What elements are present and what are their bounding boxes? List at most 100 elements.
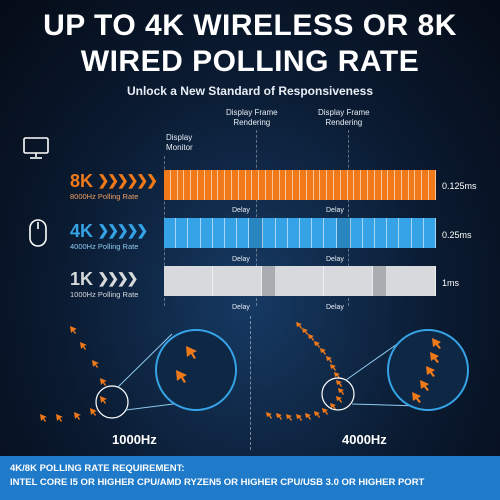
bar-segment: [188, 218, 201, 248]
bar-8k: [164, 170, 436, 200]
display-frame-label-1-line2: Rendering: [233, 118, 271, 127]
delay-label: Delay: [232, 207, 250, 214]
comparison-label-1000hz: 1000Hz: [112, 432, 157, 447]
bar-segment: [412, 218, 424, 248]
bar-segment: [225, 218, 238, 248]
bar-segment: [307, 170, 314, 200]
bar-segment: [213, 266, 262, 296]
bar-segment: [178, 170, 185, 200]
title-line-1: UP TO 4K WIRELESS OR 8K: [43, 9, 457, 42]
bar-segment: [373, 266, 388, 296]
row-1k-label: 1K ❯❯❯❯ 1000Hz Polling Rate: [70, 270, 138, 299]
bar-segment: [387, 266, 436, 296]
bar-segment: [334, 170, 341, 200]
bar-segment: [239, 170, 246, 200]
bar-segment: [273, 170, 280, 200]
bar-segment: [249, 218, 264, 248]
bar-segment: [336, 218, 351, 248]
bar-segment: [280, 170, 287, 200]
bar-segment: [368, 170, 375, 200]
bar-segment: [205, 170, 212, 200]
row-8k-rate: 0.125ms: [442, 181, 477, 191]
display-monitor-label-line1: Display: [166, 133, 193, 142]
bar-segment: [351, 218, 363, 248]
bar-segment: [341, 170, 348, 200]
mouse-icon: [28, 218, 48, 253]
monitor-icon: [22, 136, 50, 165]
bar-segment: [314, 170, 321, 200]
bar-segment: [225, 170, 232, 200]
delay-label: Delay: [326, 304, 344, 311]
bar-segment: [409, 170, 416, 200]
bar-segment: [395, 170, 402, 200]
bar-segment: [375, 170, 382, 200]
bar-segment: [218, 170, 226, 200]
row-4k-sub: 4000Hz Polling Rate: [70, 242, 139, 251]
bar-segment: [320, 170, 328, 200]
chevrons-icon: ❯❯❯❯❯: [97, 222, 148, 238]
delay-label: Delay: [232, 256, 250, 263]
bar-1k: [164, 266, 436, 296]
bar-segment: [263, 218, 276, 248]
bar-segment: [176, 218, 189, 248]
row-4k-big: 4K: [70, 221, 94, 241]
bar-segment: [424, 218, 436, 248]
bar-segment: [422, 170, 430, 200]
bar-segment: [324, 218, 337, 248]
bar-segment: [266, 170, 273, 200]
footer-line-2: INTEL CORE I5 OR HIGHER CPU/AMD RYZEN5 O…: [10, 477, 425, 488]
bar-segment: [293, 170, 300, 200]
row-1k-sub: 1000Hz Polling Rate: [70, 290, 139, 299]
delay-label: Delay: [232, 304, 250, 311]
display-monitor-label-line2: Monitor: [166, 143, 193, 152]
headline: UP TO 4K WIRELESS OR 8K WIRED POLLING RA…: [0, 8, 500, 80]
bar-segment: [171, 170, 178, 200]
bar-segment: [387, 218, 400, 248]
bar-segment: [259, 170, 266, 200]
bar-segment: [276, 266, 325, 296]
bar-segment: [324, 266, 374, 296]
row-1k-rate: 1ms: [442, 278, 460, 288]
bar-segment: [246, 170, 253, 200]
bar-segment: [361, 170, 368, 200]
bar-segment: [261, 266, 276, 296]
row-4k-rate: 0.25ms: [442, 230, 472, 240]
chevrons-icon: ❯❯❯❯: [97, 270, 138, 286]
cursor-arrows-right: [266, 322, 344, 421]
bar-segment: [300, 170, 307, 200]
bar-segment: [201, 218, 213, 248]
bar-segment: [300, 218, 313, 248]
bar-segment: [213, 218, 226, 248]
bar-segment: [363, 218, 376, 248]
bar-segment: [288, 218, 301, 248]
row-8k-big: 8K: [70, 171, 94, 191]
delay-label: Delay: [326, 207, 344, 214]
bar-segment: [415, 170, 423, 200]
bar-segment: [164, 266, 213, 296]
bar-segment: [286, 170, 294, 200]
bar-segment: [191, 170, 198, 200]
display-monitor-label: Display Monitor: [166, 133, 193, 153]
cursor-trail-illustration: [40, 322, 469, 422]
delay-label: Delay: [326, 256, 344, 263]
requirements-footer: 4K/8K POLLING RATE REQUIREMENT: INTEL CO…: [0, 456, 500, 500]
bar-segment: [164, 170, 171, 200]
cursor-arrows-left: [40, 326, 107, 422]
bar-segment: [276, 218, 288, 248]
bar-segment: [354, 170, 362, 200]
bar-segment: [164, 218, 177, 248]
bar-segment: [232, 170, 239, 200]
row-8k-sub: 8000Hz Polling Rate: [70, 192, 139, 201]
display-frame-label-2-line1: Display Frame: [318, 108, 370, 117]
comparison-label-4000hz: 4000Hz: [342, 432, 387, 447]
bar-segment: [198, 170, 205, 200]
comparison-divider: [250, 316, 251, 450]
display-frame-label-1-line1: Display Frame: [226, 108, 278, 117]
bar-segment: [429, 170, 436, 200]
bar-segment: [237, 218, 250, 248]
bar-segment: [252, 170, 260, 200]
bar-segment: [388, 170, 396, 200]
bar-segment: [399, 218, 412, 248]
row-8k-label: 8K ❯❯❯❯❯❯ 8000Hz Polling Rate: [70, 171, 158, 201]
bar-segment: [212, 170, 219, 200]
